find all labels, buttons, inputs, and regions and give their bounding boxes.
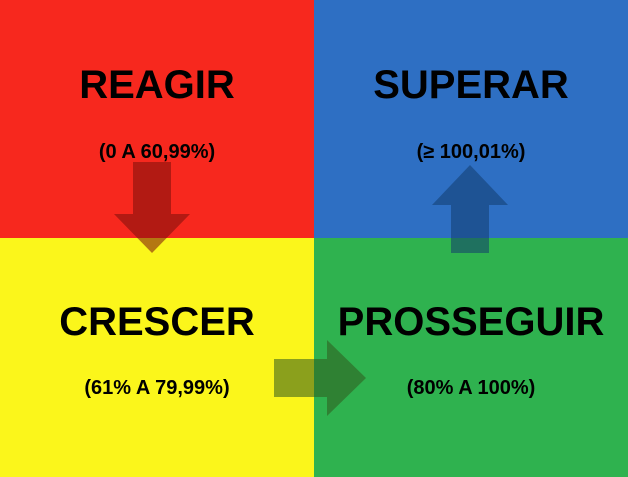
quadrant-range: (0 A 60,99%) [98, 141, 216, 163]
quadrant-reagir: REAGIR (0 A 60,99%) [0, 0, 314, 238]
quadrant-title: PROSSEGUIR [337, 300, 605, 344]
quadrant-title: CRESCER [59, 300, 255, 344]
quadrant-prosseguir: PROSSEGUIR (80% A 100%) [314, 238, 628, 477]
quadrant-range: (80% A 100%) [406, 377, 536, 399]
quadrant-title: SUPERAR [373, 63, 569, 107]
quadrant-range: (≥ 100,01%) [416, 141, 526, 163]
quadrant-superar: SUPERAR (≥ 100,01%) [314, 0, 628, 238]
quadrant-title: REAGIR [79, 63, 235, 107]
quadrant-range: (61% A 79,99%) [84, 377, 230, 399]
quadrant-crescer: CRESCER (61% A 79,99%) [0, 238, 314, 477]
